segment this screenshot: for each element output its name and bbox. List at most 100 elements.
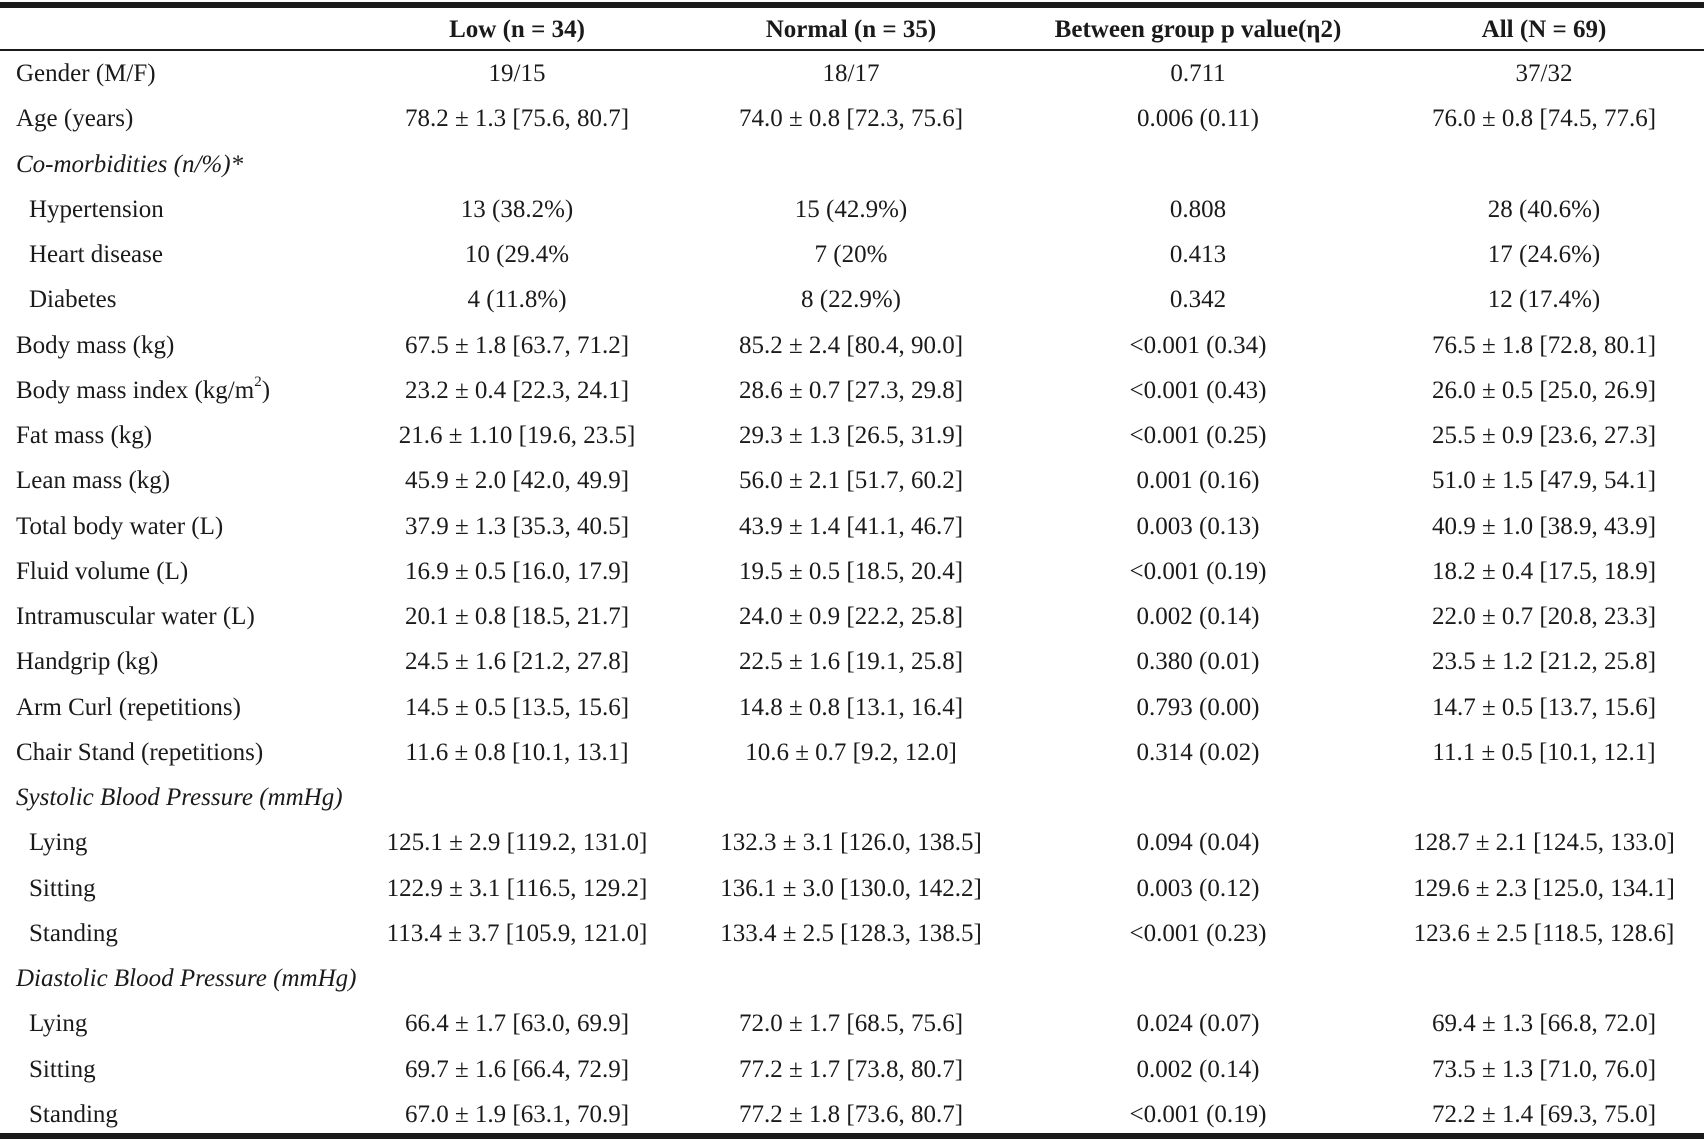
row-label: Age (years)	[16, 104, 133, 134]
row-label-text: Lying	[29, 1010, 88, 1038]
row-label-text: Age (years)	[16, 105, 134, 133]
row-label-text: Diabetes	[29, 286, 117, 314]
table-cell: 28 (40.6%)	[1487, 195, 1601, 223]
table-cell: 28.6 ± 0.7 [27.3, 29.8]	[738, 376, 964, 404]
table-cell: 74.0 ± 0.8 [72.3, 75.6]	[738, 105, 964, 133]
table-cell: <0.001 (0.34)	[1129, 331, 1267, 359]
row-label-text: Handgrip (kg)	[16, 648, 159, 676]
table-cell: 7 (20%	[814, 241, 888, 268]
table-cell: 0.001 (0.16)	[1136, 467, 1260, 495]
table-cell: 25.5 ± 0.9 [23.6, 27.3]	[1431, 422, 1657, 449]
section-label: Systolic Blood Pressure (mmHg)	[16, 783, 343, 813]
table-cell: 14.7 ± 0.5 [13.7, 15.6]	[1431, 693, 1657, 721]
table-cell: <0.001 (0.25)	[1129, 422, 1267, 449]
table-cell: 37.9 ± 1.3 [35.3, 40.5]	[404, 512, 630, 540]
table-cell: 72.2 ± 1.4 [69.3, 75.0]	[1431, 1100, 1657, 1128]
row-label: Gender (M/F)	[16, 59, 156, 89]
table-cell: 0.711	[1170, 60, 1226, 87]
row-label: Body mass index (kg/m2)	[16, 374, 271, 406]
table-cell: 0.793 (0.00)	[1136, 693, 1260, 721]
table-cell: 12 (17.4%)	[1487, 286, 1601, 314]
table-cell: 123.6 ± 2.5 [118.5, 128.6]	[1413, 919, 1675, 947]
row-label-text: Systolic Blood Pressure (mmHg)	[16, 784, 343, 811]
table-cell: 17 (24.6%)	[1487, 241, 1601, 268]
table-cell: 76.5 ± 1.8 [72.8, 80.1]	[1431, 331, 1657, 359]
table-cell: 14.8 ± 0.8 [13.1, 16.4]	[738, 693, 964, 721]
table-cell: 0.314 (0.02)	[1136, 738, 1260, 766]
table-cell: <0.001 (0.43)	[1129, 376, 1267, 404]
row-label-text: Co-morbidities (n/%)*	[16, 150, 244, 178]
table-cell: 76.0 ± 0.8 [74.5, 77.6]	[1431, 105, 1657, 133]
label-superscript: 2	[254, 374, 262, 391]
table-cell: 40.9 ± 1.0 [38.9, 43.9]	[1431, 512, 1657, 540]
row-label: Fluid volume (L)	[16, 557, 188, 587]
table-cell: 19/15	[488, 60, 546, 87]
column-header: All (N = 69)	[1481, 16, 1607, 43]
table-cell: 136.1 ± 3.0 [130.0, 142.2]	[720, 874, 982, 902]
table-cell: 13 (38.2%)	[460, 195, 574, 223]
table-cell: 21.6 ± 1.10 [19.6, 23.5]	[398, 422, 636, 449]
table-cell: 20.1 ± 0.8 [18.5, 21.7]	[404, 603, 630, 630]
table-cell: 0.002 (0.14)	[1136, 1055, 1260, 1083]
table-cell: 10 (29.4%	[464, 241, 570, 268]
table-cell: <0.001 (0.19)	[1129, 1100, 1267, 1128]
row-label: Diabetes	[29, 285, 116, 315]
table-cell: 0.006 (0.11)	[1137, 105, 1259, 133]
row-label-text: Fat mass (kg)	[16, 422, 153, 449]
table-cell: 0.002 (0.14)	[1136, 603, 1260, 630]
row-label-text: Standing	[29, 919, 118, 947]
table-cell: 11.6 ± 0.8 [10.1, 13.1]	[405, 738, 629, 766]
column-header: Normal (n = 35)	[765, 16, 937, 43]
table-cell: 0.380 (0.01)	[1136, 648, 1260, 676]
row-label-text: Chair Stand (repetitions)	[16, 738, 264, 766]
table-cell: 18.2 ± 0.4 [17.5, 18.9]	[1431, 557, 1657, 585]
table-cell: 72.0 ± 1.7 [68.5, 75.6]	[738, 1010, 964, 1038]
table-cell: 56.0 ± 2.1 [51.7, 60.2]	[738, 467, 964, 495]
row-label-text: Heart disease	[29, 241, 163, 268]
row-label: Lying	[29, 828, 87, 858]
row-label: Lean mass (kg)	[16, 466, 170, 496]
row-label: Lying	[29, 1009, 87, 1039]
table-cell: 8 (22.9%)	[801, 286, 901, 314]
row-label: Heart disease	[29, 240, 163, 270]
table-cell: 132.3 ± 3.1 [126.0, 138.5]	[720, 829, 982, 857]
row-label: Arm Curl (repetitions)	[16, 693, 241, 723]
row-label-text: Fluid volume (L)	[16, 557, 189, 585]
row-label-text: Body mass index (kg/m	[16, 376, 255, 404]
table-cell: 77.2 ± 1.8 [73.6, 80.7]	[738, 1100, 964, 1128]
table-cell: 0.808	[1169, 195, 1227, 223]
header-rule	[0, 49, 1704, 51]
row-label: Sitting	[29, 1055, 96, 1085]
row-label: Handgrip (kg)	[16, 647, 158, 677]
table-cell: 23.2 ± 0.4 [22.3, 24.1]	[404, 376, 630, 404]
bottom-rule	[0, 1133, 1704, 1139]
table-cell: 69.7 ± 1.6 [66.4, 72.9]	[404, 1055, 630, 1083]
table-cell: 125.1 ± 2.9 [119.2, 131.0]	[386, 829, 648, 857]
row-label: Standing	[29, 1100, 118, 1130]
row-label-text: Lying	[29, 829, 88, 857]
table-cell: 26.0 ± 0.5 [25.0, 26.9]	[1431, 376, 1657, 404]
table-cell: 66.4 ± 1.7 [63.0, 69.9]	[404, 1010, 630, 1038]
table-cell: 128.7 ± 2.1 [124.5, 133.0]	[1413, 829, 1675, 857]
table-cell: 0.003 (0.13)	[1136, 512, 1260, 540]
row-label-text: Gender (M/F)	[16, 60, 156, 87]
row-label-text: Diastolic Blood Pressure (mmHg)	[16, 965, 357, 992]
row-label: Fat mass (kg)	[16, 421, 152, 451]
table-cell: 23.5 ± 1.2 [21.2, 25.8]	[1431, 648, 1657, 676]
table-cell: 69.4 ± 1.3 [66.8, 72.0]	[1431, 1010, 1657, 1038]
table-cell: 0.342	[1169, 286, 1227, 314]
table-cell: 11.1 ± 0.5 [10.1, 12.1]	[1432, 738, 1656, 766]
table-cell: 0.094 (0.04)	[1136, 829, 1260, 857]
row-label: Body mass (kg)	[16, 331, 174, 361]
column-header: Low (n = 34)	[449, 16, 585, 43]
table-cell: 67.5 ± 1.8 [63.7, 71.2]	[404, 331, 630, 359]
row-label: Chair Stand (repetitions)	[16, 738, 263, 768]
row-label-text: Sitting	[29, 874, 96, 902]
section-label: Co-morbidities (n/%)*	[16, 150, 243, 180]
table-cell: 43.9 ± 1.4 [41.1, 46.7]	[738, 512, 964, 540]
table-cell: 51.0 ± 1.5 [47.9, 54.1]	[1431, 467, 1657, 495]
label-suffix: )	[261, 376, 271, 404]
table-cell: 24.5 ± 1.6 [21.2, 27.8]	[404, 648, 630, 676]
table-cell: <0.001 (0.19)	[1129, 557, 1267, 585]
